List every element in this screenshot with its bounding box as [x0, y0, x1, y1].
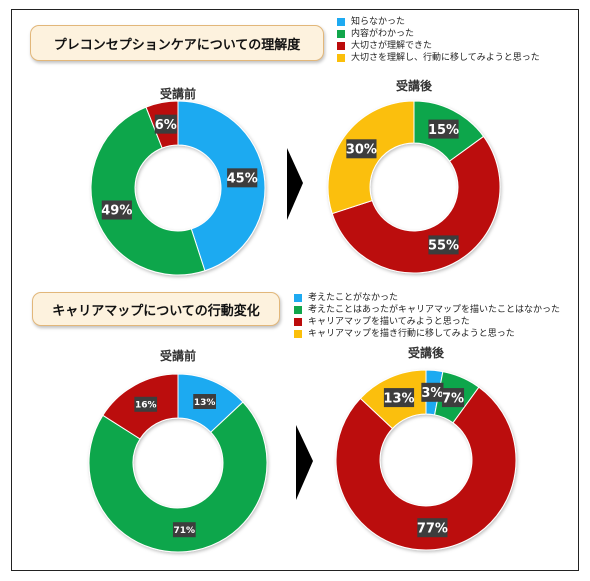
chart-subtitle: 受講後 [408, 345, 445, 360]
data-label: 77% [417, 521, 448, 536]
legend-label: 大切さが理解できた [351, 41, 433, 51]
data-label-bg [134, 396, 158, 412]
data-label-bg [227, 168, 258, 188]
data-label: 13% [194, 398, 216, 408]
chart-subtitle: 受講後 [396, 78, 433, 93]
legend-item: キャリアマップを描いてみようと思った [294, 316, 560, 328]
legend-swatch [294, 318, 302, 326]
data-label: 7% [442, 391, 464, 406]
data-label-bg [101, 200, 132, 220]
data-label: 30% [346, 142, 377, 157]
donut-slice [335, 386, 517, 551]
data-label-bg [441, 388, 465, 408]
legend-swatch [294, 294, 302, 302]
legend-swatch [337, 18, 345, 26]
data-label-bg [172, 522, 196, 538]
data-label-bg [383, 388, 415, 408]
legend-item: キャリアマップを描き行動に移してみようと思った [294, 328, 560, 340]
legend-label: 考えたことがなかった [308, 293, 399, 303]
legend-swatch [337, 42, 345, 50]
before-after-arrow-icon [287, 148, 303, 220]
legend-swatch [294, 330, 302, 338]
data-label: 6% [155, 118, 177, 133]
legend-label: 大切さを理解し、行動に移してみようと思った [351, 53, 540, 63]
donut-slice [90, 106, 206, 276]
data-label: 13% [383, 391, 414, 406]
legend-swatch [337, 54, 345, 62]
chart-subtitle: 受講前 [160, 348, 196, 363]
legend-item: 考えたことはあったがキャリアマップを描いたことはなかった [294, 304, 560, 316]
legend-label: キャリアマップを描き行動に移してみようと思った [308, 329, 515, 339]
legend-understanding: 知らなかった 内容がわかった 大切さが理解できた 大切さを理解し、行動に移してみ… [337, 16, 540, 64]
data-label: 16% [135, 401, 157, 411]
data-label: 71% [174, 526, 196, 536]
data-label-bg [193, 394, 216, 410]
donut-chart [90, 100, 266, 276]
legend-item: 知らなかった [337, 16, 540, 28]
data-label: 15% [428, 123, 459, 138]
data-label-bg [154, 114, 177, 134]
data-label-bg [346, 139, 377, 159]
donut-slice [177, 100, 266, 272]
legend-label: キャリアマップを描いてみようと思った [308, 317, 470, 327]
figure-frame [11, 9, 579, 571]
legend-item: 大切さを理解し、行動に移してみようと思った [337, 52, 540, 64]
legend-label: 知らなかった [351, 17, 406, 27]
section-title-understanding: プレコンセプションケアについての理解度 [30, 25, 324, 61]
data-label: 49% [101, 204, 132, 219]
data-label: 3% [421, 386, 443, 401]
data-label: 45% [227, 172, 258, 187]
before-after-arrow-icon [296, 425, 313, 500]
data-label: 55% [428, 239, 459, 254]
legend-swatch [337, 30, 345, 38]
data-label-bg [428, 119, 459, 139]
legend-label: 内容がわかった [351, 29, 415, 39]
legend-item: 内容がわかった [337, 28, 540, 40]
section-title-career-map: キャリアマップについての行動変化 [32, 292, 280, 326]
data-label-bg [421, 382, 444, 402]
legend-career-map: 考えたことがなかった 考えたことはあったがキャリアマップを描いたことはなかった … [294, 292, 560, 340]
donut-chart [327, 100, 501, 274]
legend-item: 大切さが理解できた [337, 40, 540, 52]
chart-subtitle: 受講前 [160, 86, 196, 101]
legend-swatch [294, 306, 302, 314]
data-label-bg [417, 518, 448, 538]
legend-label: 考えたことはあったがキャリアマップを描いたことはなかった [308, 305, 561, 315]
donut-slice [88, 401, 268, 553]
data-label-bg [428, 235, 459, 255]
legend-item: 考えたことがなかった [294, 292, 560, 304]
